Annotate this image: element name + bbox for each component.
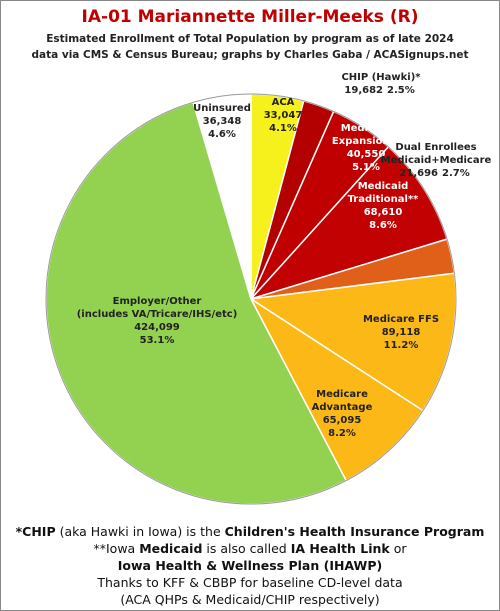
percent-label: 11.2% bbox=[384, 340, 419, 351]
value-label: 424,099 bbox=[134, 322, 180, 333]
note-line: (ACA QHPs & Medicaid/CHIP respectively) bbox=[120, 592, 380, 607]
subtitle: data via CMS & Census Bureau; graphs by … bbox=[31, 49, 468, 61]
chart: IA-01 Mariannette Miller-Meeks (R) Estim… bbox=[31, 7, 492, 505]
value-label: 65,095 bbox=[323, 415, 362, 426]
note-line: **Iowa Medicaid is also called IA Health… bbox=[1, 540, 499, 557]
note-text: IA Health Link bbox=[290, 541, 390, 556]
note-text: or bbox=[389, 541, 407, 556]
chart-title: IA-01 Mariannette Miller-Meeks (R) bbox=[82, 7, 419, 27]
percent-label: 5.1% bbox=[352, 162, 380, 173]
percent-label: 8.2% bbox=[328, 428, 356, 439]
value-label: 68,610 bbox=[364, 207, 403, 218]
note-text: is also called bbox=[202, 541, 291, 556]
slice-label: Medicaid bbox=[341, 123, 392, 134]
notes: *CHIP (aka Hawki in Iowa) is the Childre… bbox=[1, 523, 499, 608]
note-text: Medicaid bbox=[139, 541, 203, 556]
slice-label: ACA bbox=[272, 97, 295, 108]
slice-label: Expansion** bbox=[332, 136, 401, 147]
slice-label: CHIP (Hawki)* bbox=[341, 72, 421, 83]
slice-label: Employer/Other bbox=[113, 296, 202, 307]
percent-label: 53.1% bbox=[140, 335, 175, 346]
percent-label: 4.1% bbox=[269, 123, 297, 134]
slice-label: Medicare FFS bbox=[363, 314, 439, 325]
note-line: Iowa Health & Wellness Plan (IHAWP) bbox=[1, 557, 499, 574]
slice-label: Advantage bbox=[312, 402, 373, 413]
note-line: Thanks to KFF & CBBP for baseline CD-lev… bbox=[97, 575, 403, 590]
pie-outline bbox=[45, 93, 457, 505]
percent-label: 2.5% bbox=[387, 85, 415, 96]
slice-label: Medicaid bbox=[358, 181, 409, 192]
value-label: 89,118 bbox=[382, 327, 421, 338]
note-text: Iowa Health & Wellness Plan (IHAWP) bbox=[117, 558, 383, 573]
value-label: 19,682 bbox=[344, 85, 383, 96]
note-text: Children's Health Insurance Program bbox=[224, 524, 485, 539]
percent-label: 4.6% bbox=[208, 129, 236, 140]
percent-label: 2.7% bbox=[442, 168, 470, 179]
slice-label: (includes VA/Tricare/IHS/etc) bbox=[77, 309, 238, 320]
note-text: (aka Hawki in Iowa) is the bbox=[55, 524, 225, 539]
slice-label: Medicaid+Medicare bbox=[381, 155, 492, 166]
note-text: **Iowa bbox=[93, 541, 140, 556]
value-label: 36,348 bbox=[203, 116, 242, 127]
slice-label: Traditional** bbox=[348, 194, 420, 205]
value-label: 21,696 bbox=[399, 168, 438, 179]
slice-label: Dual Enrollees bbox=[395, 142, 476, 153]
percent-label: 8.6% bbox=[369, 220, 397, 231]
note-text: *CHIP bbox=[15, 524, 56, 539]
slice-label: Uninsured bbox=[193, 103, 251, 114]
note-line: *CHIP (aka Hawki in Iowa) is the Childre… bbox=[1, 523, 499, 540]
value-label: 33,047 bbox=[264, 110, 303, 121]
slice-label: Medicare bbox=[316, 389, 368, 400]
value-label: 40,550 bbox=[347, 149, 386, 160]
subtitle: Estimated Enrollment of Total Population… bbox=[46, 33, 454, 45]
